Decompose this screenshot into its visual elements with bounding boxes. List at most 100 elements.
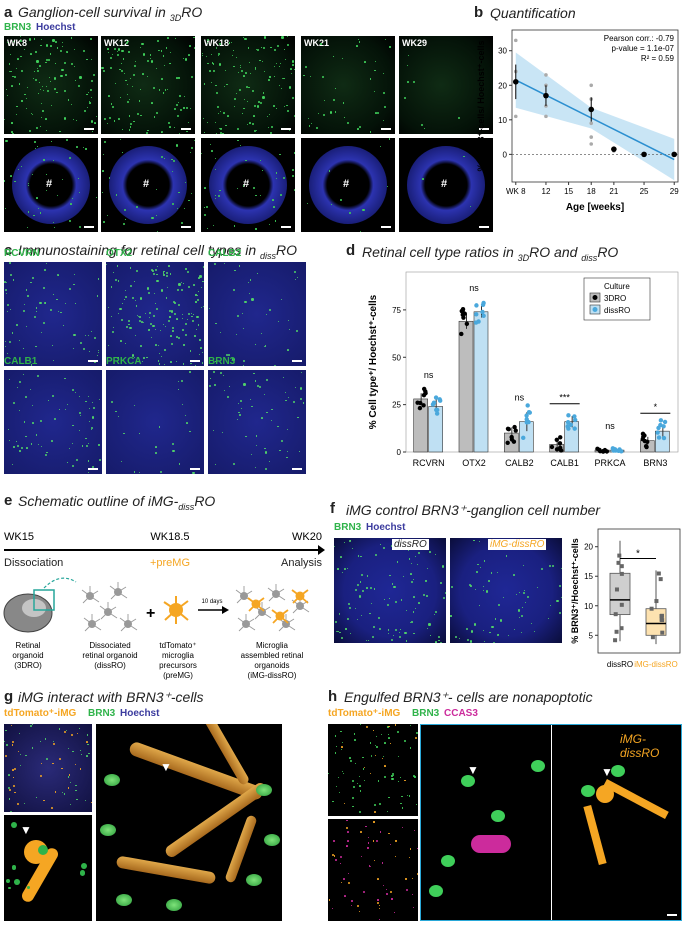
cell-dot xyxy=(367,847,369,849)
lumen-marker: # xyxy=(143,178,150,190)
cell-dot xyxy=(177,101,179,103)
cell-dot xyxy=(36,374,39,377)
cell-dot xyxy=(379,908,381,910)
cell-dot xyxy=(181,288,183,291)
cell-dot xyxy=(156,273,158,275)
cell-dot xyxy=(342,102,345,104)
data-point xyxy=(421,403,426,408)
cell-dot xyxy=(24,93,26,96)
cell-dot xyxy=(8,788,11,791)
cell-dot xyxy=(107,345,109,347)
cell-dot xyxy=(275,108,277,109)
cell-dot xyxy=(258,385,261,388)
cell-dot xyxy=(72,424,74,427)
cell-dot xyxy=(409,725,411,727)
cell-dot xyxy=(287,349,289,351)
cell-dot xyxy=(54,418,57,421)
cell-dot xyxy=(77,85,80,88)
cell-dot xyxy=(50,45,53,47)
cell-dot xyxy=(253,115,255,117)
stain-tdtomato-h: tdTomato⁺-iMG xyxy=(328,708,401,719)
data-point xyxy=(617,553,622,558)
cell-dot xyxy=(34,71,36,72)
cell-dot xyxy=(264,468,267,471)
cell-dot xyxy=(302,74,305,77)
x-tick-label: 21 xyxy=(609,187,618,196)
panel-label-h: h xyxy=(328,688,338,705)
week-label: WK8 xyxy=(7,38,27,48)
cell-dot xyxy=(98,352,100,354)
cell-dot xyxy=(252,186,255,189)
cell-dot xyxy=(212,62,214,64)
cell-dot xyxy=(281,87,283,89)
cell-dot xyxy=(513,628,515,630)
cell-dot xyxy=(63,117,67,120)
cell-dot xyxy=(156,231,158,232)
cell-dot xyxy=(76,145,78,148)
data-point xyxy=(660,630,665,635)
cell-dot xyxy=(411,621,414,623)
data-point xyxy=(619,564,624,569)
cell-dot xyxy=(252,90,255,93)
cell-dot xyxy=(520,632,522,634)
cell-dot xyxy=(244,37,247,41)
cell-dot xyxy=(186,319,188,321)
cell-dot xyxy=(249,279,252,281)
cell-dot xyxy=(363,766,366,769)
legend-label: dissRO xyxy=(604,306,630,315)
cell-dot xyxy=(135,205,138,208)
cell-dot xyxy=(394,856,396,858)
cell-dot xyxy=(87,334,89,336)
cell-dot xyxy=(52,160,54,162)
cell-dot xyxy=(375,839,378,842)
cell-dot xyxy=(485,590,489,593)
cell-dot xyxy=(101,66,104,70)
cell-dot xyxy=(356,618,358,620)
scale-bar xyxy=(181,226,191,228)
cell-dot xyxy=(16,324,18,326)
cell-dot xyxy=(470,206,472,208)
cell-dot xyxy=(131,354,134,357)
cell-dot xyxy=(377,899,379,901)
stain-hoechst-f: Hoechst xyxy=(366,522,406,533)
cell-dot xyxy=(225,353,228,356)
cell-dot xyxy=(297,416,299,419)
data-point xyxy=(661,435,667,441)
cell-dot xyxy=(243,107,246,110)
cell-dot xyxy=(128,51,131,53)
cell-dot xyxy=(63,793,66,795)
cell-dot xyxy=(275,62,277,65)
cell-dot xyxy=(262,96,265,99)
cell-dot xyxy=(13,767,16,770)
cell-dot xyxy=(537,586,539,588)
cell-dot xyxy=(135,270,138,273)
cell-dot xyxy=(110,315,112,317)
cell-dot xyxy=(360,855,363,858)
cell-dot xyxy=(239,413,241,416)
cell-dot xyxy=(139,432,140,434)
cell-dot xyxy=(44,302,47,305)
cell-dot xyxy=(151,269,154,272)
cell-dot xyxy=(206,122,208,124)
cell-dot xyxy=(19,340,20,342)
cell-dot xyxy=(366,575,369,577)
cell-dot xyxy=(184,181,187,184)
cell-dot xyxy=(53,226,56,229)
cell-dot xyxy=(140,47,142,49)
cell-dot xyxy=(247,281,249,283)
micrograph-a-merge-wk29: # xyxy=(399,138,493,232)
cell-dot xyxy=(21,100,23,102)
cell-dot xyxy=(360,555,362,558)
cell-dot xyxy=(406,889,409,892)
cell-dot xyxy=(62,792,63,793)
cell-dot xyxy=(364,61,366,63)
cell-dot xyxy=(340,748,342,751)
cell-dot xyxy=(352,547,354,549)
cell-dot xyxy=(157,344,160,347)
cell-dot xyxy=(197,295,199,296)
cell-dot xyxy=(356,45,358,47)
cell-dot xyxy=(286,104,288,107)
cell-dot xyxy=(87,744,89,746)
stain-hoechst: Hoechst xyxy=(36,22,76,33)
cell-dot xyxy=(180,221,184,224)
